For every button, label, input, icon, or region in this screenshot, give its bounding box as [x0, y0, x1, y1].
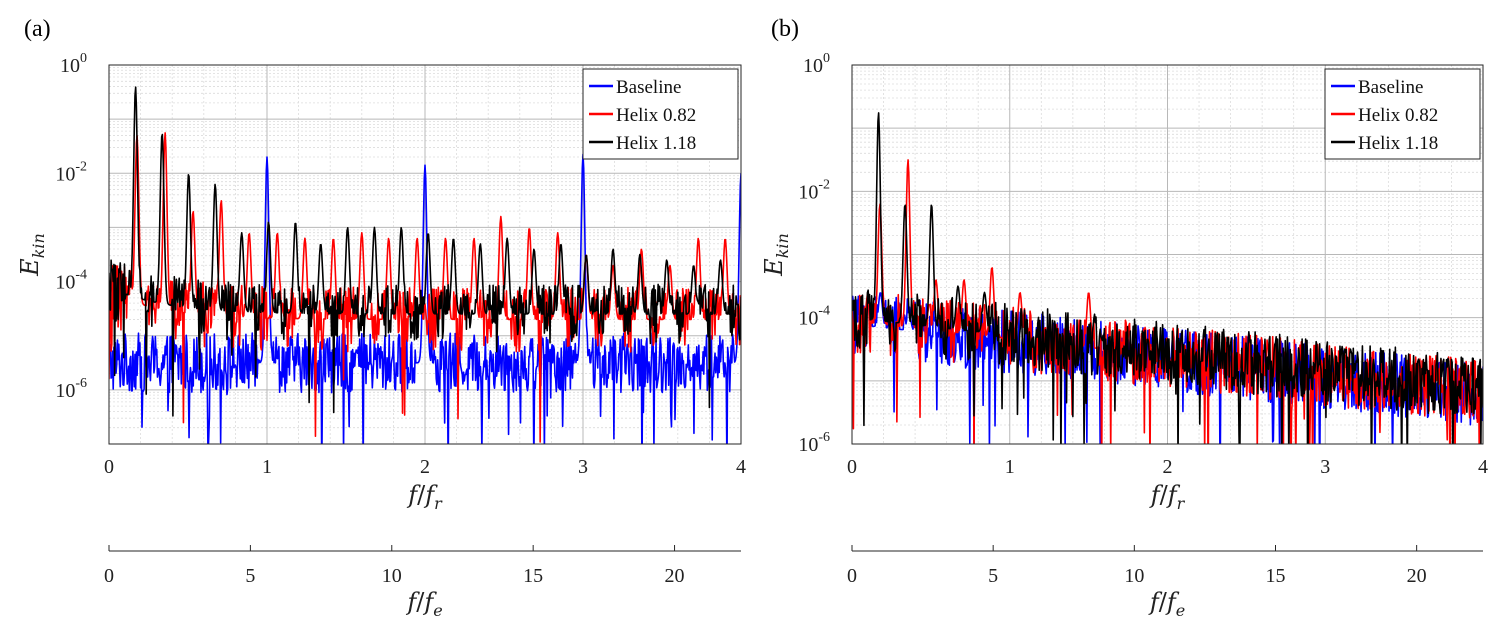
series-group	[852, 112, 1483, 444]
legend: Baseline Helix 0.82 Helix 1.18	[582, 68, 739, 160]
secondary-x-tick-label: 20	[665, 565, 685, 587]
panel-b: 0 1 2 3 4 10-6 10-4 10-2 100 f/fr Ekin (b) 0 5 10 15 20 f…	[760, 16, 1488, 620]
x-tick-label: 1	[262, 456, 272, 478]
secondary-x-tick-label: 20	[1407, 565, 1427, 587]
y-tick-label: 10-6	[55, 376, 87, 402]
x-tick-label: 2	[1163, 456, 1173, 478]
secondary-x-tick-label: 10	[382, 565, 402, 587]
y-tick-label: 10-6	[798, 430, 830, 456]
legend-label: Helix 1.18	[1358, 133, 1438, 154]
secondary-x-axis-label: f/fe	[405, 588, 442, 620]
y-tick-label: 10-4	[55, 268, 87, 294]
secondary-x-tick-label: 5	[988, 565, 998, 587]
x-tick-label: 0	[847, 456, 857, 478]
series-group	[109, 86, 741, 444]
x-tick-label: 4	[736, 456, 746, 478]
legend-label: Baseline	[1358, 77, 1423, 98]
x-tick-label: 4	[1478, 456, 1488, 478]
y-tick-label: 10-4	[798, 304, 830, 330]
axes-frame	[851, 64, 1484, 445]
y-tick-label: 100	[60, 51, 87, 77]
y-tick-label: 10-2	[55, 159, 87, 185]
panel-label: (b)	[771, 16, 799, 42]
y-axis-label: Ekin	[16, 233, 48, 277]
series-line-helix-1-18	[109, 86, 741, 417]
series-line-baseline	[109, 153, 741, 444]
axes-frame	[108, 64, 742, 445]
x-tick-label: 1	[1005, 456, 1015, 478]
x-tick-label: 0	[104, 456, 114, 478]
secondary-x-tick-label: 0	[104, 565, 114, 587]
legend-label: Helix 1.18	[616, 133, 696, 154]
secondary-x-axis-label: f/fe	[1148, 588, 1185, 620]
x-tick-label: 2	[420, 456, 430, 478]
legend-label: Helix 0.82	[616, 105, 696, 126]
y-tick-label: 10-2	[798, 177, 830, 203]
y-axis-label: Ekin	[760, 233, 792, 277]
secondary-x-tick-label: 15	[1265, 565, 1285, 587]
secondary-x-tick-label: 5	[245, 565, 255, 587]
x-tick-label: 3	[578, 456, 588, 478]
secondary-x-tick-label: 15	[523, 565, 543, 587]
x-tick-label: 3	[1320, 456, 1330, 478]
legend: Baseline Helix 0.82 Helix 1.18	[1324, 68, 1481, 160]
x-axis-label: f/fr	[406, 481, 443, 513]
secondary-x-tick-label: 0	[847, 565, 857, 587]
panel-label: (a)	[24, 16, 51, 42]
secondary-x-tick-label: 10	[1124, 565, 1144, 587]
legend-label: Baseline	[616, 77, 681, 98]
x-axis-label: f/fr	[1149, 481, 1186, 513]
legend-label: Helix 0.82	[1358, 105, 1438, 126]
panel-a: 0 1 2 3 4 10-6 10-4 10-2 100 f/fr Ekin (a) 0 5 10 15 20 f…	[16, 16, 746, 620]
y-tick-label: 100	[803, 51, 830, 77]
series-line-helix-1-18	[852, 112, 1483, 444]
